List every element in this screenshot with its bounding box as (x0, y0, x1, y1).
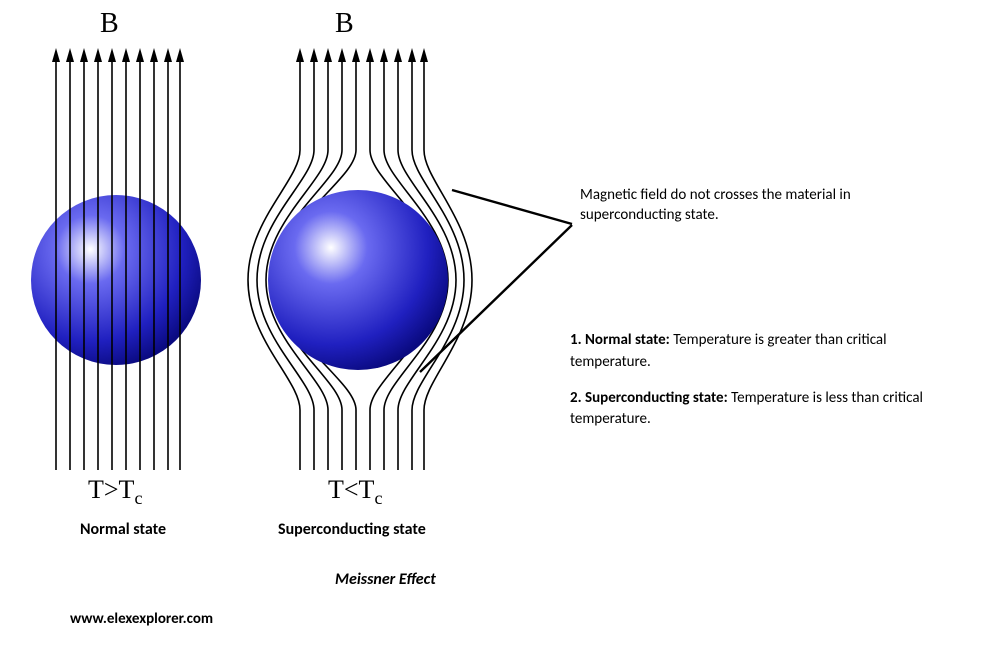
arrowhead-icon (338, 48, 346, 62)
website-label: www.elexexplorer.com (70, 610, 213, 628)
arrowhead-icon (352, 48, 360, 62)
arrowhead-icon (122, 48, 130, 62)
arrowhead-icon (66, 48, 74, 62)
arrowhead-icon (296, 48, 304, 62)
arrowhead-icon (420, 48, 428, 62)
state-notes: 1. Normal state: Temperature is greater … (570, 330, 940, 445)
arrowhead-icon (80, 48, 88, 62)
right-temp-label: T<Tc (328, 475, 382, 509)
arrowhead-icon (380, 48, 388, 62)
left-state-caption: Normal state (80, 520, 166, 539)
note-item: 2. Superconducting state: Temperature is… (570, 388, 940, 432)
arrowhead-icon (176, 48, 184, 62)
arrowhead-icon (136, 48, 144, 62)
note-item: 1. Normal state: Temperature is greater … (570, 330, 940, 374)
callout-annotation: Magnetic field do not crosses the materi… (580, 185, 860, 226)
right-field-symbol: B (335, 8, 354, 40)
arrowhead-icon (52, 48, 60, 62)
left-field-symbol: B (100, 8, 119, 40)
right-state-caption: Superconducting state (278, 520, 426, 539)
arrowhead-icon (394, 48, 402, 62)
diagram-svg (0, 0, 991, 648)
arrowhead-icon (310, 48, 318, 62)
callout-line (452, 190, 572, 224)
arrowhead-icon (366, 48, 374, 62)
left-temp-label: T>Tc (88, 475, 142, 509)
arrowhead-icon (408, 48, 416, 62)
arrowhead-icon (108, 48, 116, 62)
arrowhead-icon (324, 48, 332, 62)
figure-title: Meissner Effect (335, 570, 436, 589)
arrowhead-icon (164, 48, 172, 62)
arrowhead-icon (94, 48, 102, 62)
right-sphere (268, 190, 448, 370)
arrowhead-icon (150, 48, 158, 62)
